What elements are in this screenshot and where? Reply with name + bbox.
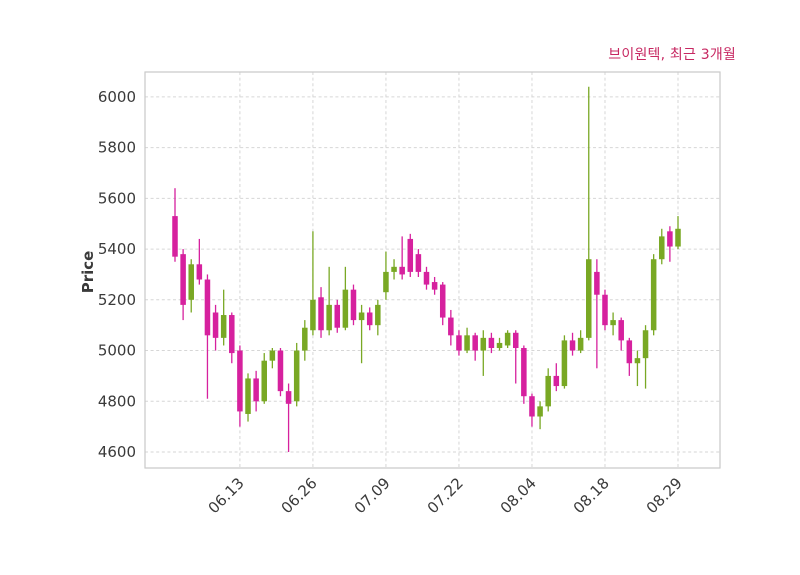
chart-title: 브이원텍, 최근 3개월	[608, 47, 736, 63]
svg-text:08.29: 08.29	[643, 474, 686, 517]
svg-text:5800: 5800	[98, 139, 136, 157]
svg-text:08.04: 08.04	[497, 474, 540, 517]
svg-text:4600: 4600	[98, 443, 136, 461]
svg-text:5000: 5000	[98, 342, 136, 360]
svg-text:4800: 4800	[98, 392, 136, 410]
svg-text:6000: 6000	[98, 88, 136, 106]
svg-text:5200: 5200	[98, 291, 136, 309]
svg-text:07.22: 07.22	[424, 474, 467, 517]
svg-text:08.18: 08.18	[570, 474, 613, 517]
y-axis-label: Price	[79, 250, 97, 294]
svg-text:5600: 5600	[98, 189, 136, 207]
svg-text:06.13: 06.13	[205, 474, 248, 517]
svg-text:5400: 5400	[98, 240, 136, 258]
svg-text:07.09: 07.09	[351, 474, 394, 517]
svg-text:06.26: 06.26	[278, 474, 321, 517]
